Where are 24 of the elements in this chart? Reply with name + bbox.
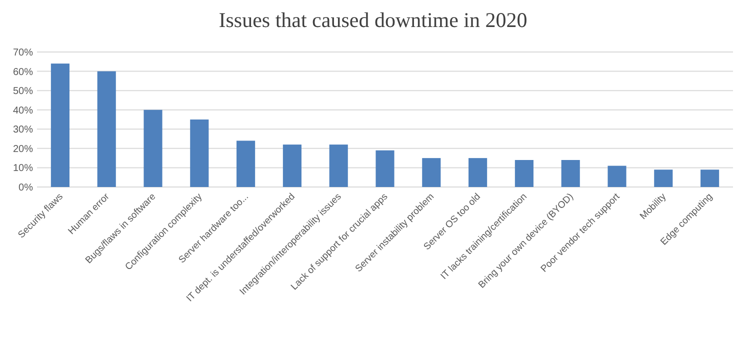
bar	[376, 150, 394, 187]
y-tick-label: 20%	[12, 144, 34, 155]
y-tick-label: 40%	[12, 105, 34, 116]
y-tick-label: 60%	[12, 66, 34, 78]
bar	[144, 110, 162, 187]
bar	[654, 170, 673, 187]
chart-title: Issues that caused downtime in 2020	[218, 8, 528, 32]
bar	[422, 158, 441, 187]
y-tick-label: 0%	[18, 182, 34, 194]
bar	[97, 71, 116, 187]
bar	[329, 144, 348, 187]
bar	[514, 160, 534, 187]
y-tick-label: 70%	[12, 48, 34, 58]
y-tick-label: 30%	[12, 124, 34, 136]
y-tick-label: 10%	[12, 163, 34, 174]
bar	[561, 160, 580, 187]
bar	[236, 140, 256, 187]
bar	[282, 144, 302, 187]
bar	[50, 64, 70, 187]
bar	[700, 170, 720, 187]
bar	[608, 166, 626, 187]
bar	[190, 120, 209, 187]
y-tick-label: 50%	[12, 86, 34, 98]
bar	[468, 158, 488, 187]
